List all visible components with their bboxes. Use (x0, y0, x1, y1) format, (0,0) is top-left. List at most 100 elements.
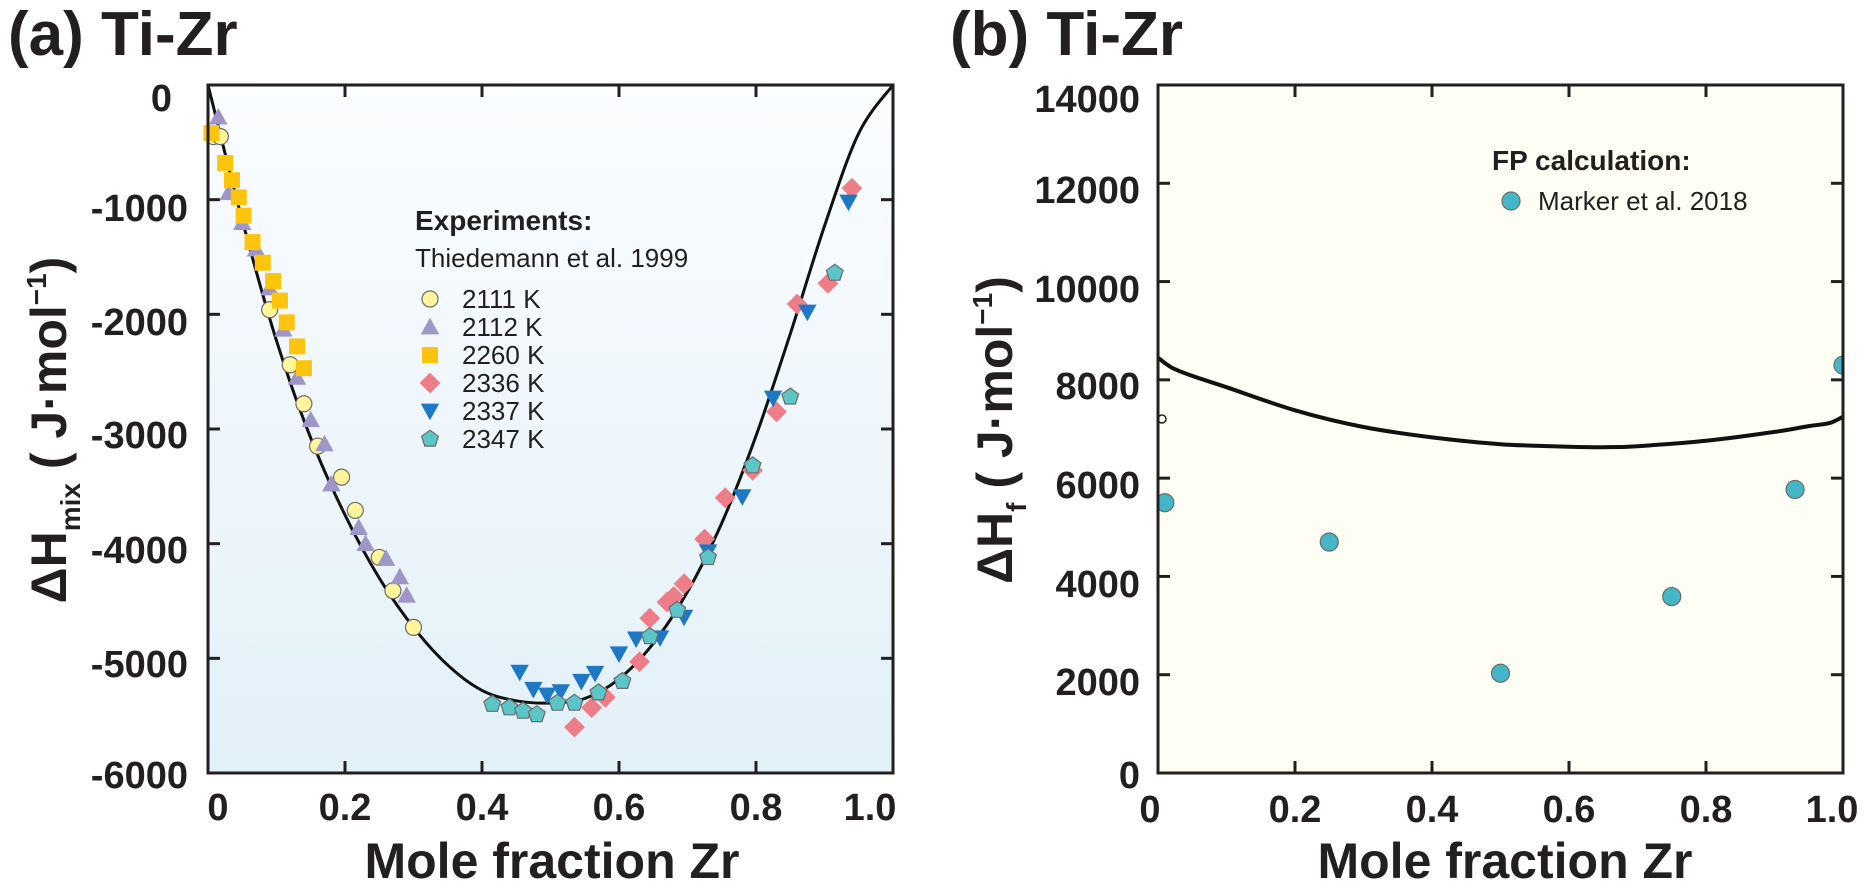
data-point (235, 207, 252, 224)
panel-a-plot-area (208, 85, 893, 773)
panel-a-legend-subtitle: Thiedemann et al. 1999 (415, 243, 688, 273)
legend-label: Marker et al. 2018 (1538, 186, 1748, 216)
data-point (322, 474, 341, 492)
data-point (527, 704, 546, 723)
a-xtick-label: 0 (207, 787, 228, 829)
legend-marker (420, 317, 440, 335)
data-point (714, 487, 736, 509)
data-point (825, 263, 844, 281)
data-point (564, 716, 585, 738)
data-point (551, 684, 570, 701)
a-xtick-label: 0.4 (456, 787, 509, 829)
data-point (301, 410, 320, 428)
data-point (254, 254, 271, 271)
a-ytick-label: -5000 (91, 644, 188, 686)
data-point (663, 586, 685, 607)
data-point (673, 573, 695, 595)
data-point (639, 607, 661, 629)
data-point (384, 582, 402, 600)
data-point (271, 292, 288, 309)
data-point (289, 338, 306, 355)
data-point (217, 154, 234, 171)
data-point (483, 694, 502, 712)
a-xtick-label: 0.6 (593, 787, 646, 829)
data-point (1490, 663, 1511, 683)
data-point (244, 234, 261, 251)
panel-a-y-axis-title: ΔHmix ( J·mol−1) (21, 257, 86, 604)
data-point (295, 395, 313, 413)
b-xtick-label: 0.2 (1269, 789, 1322, 831)
data-point (766, 401, 787, 423)
data-point (585, 665, 605, 683)
data-point (798, 304, 817, 322)
panel-a-title: (a) Ti-Zr (8, 0, 238, 69)
legend-label: 2260 K (462, 340, 545, 370)
data-point (404, 618, 423, 636)
data-point (230, 189, 247, 206)
legend-marker (420, 429, 440, 447)
a-ytick-label: -3000 (91, 415, 188, 457)
panel-b-legend-items: Marker et al. 2018 (1501, 186, 1748, 216)
panel-a-x-axis-title: Mole fraction Zr (364, 833, 739, 887)
panel-a-legend: Experiments: Thiedemann et al. 1999 2111… (415, 205, 688, 454)
data-point (1833, 355, 1843, 375)
data-point (349, 518, 368, 535)
legend-marker (422, 347, 438, 363)
data-point (390, 567, 409, 585)
data-point (510, 664, 529, 682)
data-point (346, 501, 364, 520)
data-point (589, 683, 608, 701)
panel-b-data-points (1158, 355, 1843, 683)
b-ytick-label: 2000 (1055, 662, 1140, 704)
legend-label: 2336 K (462, 368, 545, 398)
panel-a-ytick-labels: 0 -1000 -2000 -3000 -4000 -5000 -6000 (91, 78, 188, 797)
panel-b-legend: FP calculation: Marker et al. 2018 (1492, 145, 1748, 216)
data-point (841, 177, 863, 199)
a-ytick-label: -1000 (91, 188, 188, 230)
panel-a: (a) Ti-Zr 0 0.2 0.4 0.6 0.8 1.0 0 -1000 (8, 0, 896, 887)
b-ytick-label: 12000 (1034, 170, 1140, 212)
data-point (781, 387, 800, 405)
panel-b-frame (1156, 83, 1845, 775)
b-xtick-label: 0.8 (1680, 789, 1733, 831)
a-ytick-label: -6000 (91, 755, 188, 797)
data-point (626, 631, 646, 649)
data-point (629, 651, 650, 673)
data-point (609, 646, 629, 663)
data-point (743, 456, 762, 474)
data-point (223, 172, 240, 189)
b-ytick-label: 8000 (1055, 366, 1140, 408)
data-point (572, 673, 591, 691)
panel-b-y-axis-title: ΔHf ( J·mol−1) (967, 276, 1032, 584)
panel-b-xtick-labels: 0 0.2 0.4 0.6 0.8 1.0 (1139, 789, 1858, 831)
data-point (1319, 532, 1339, 552)
panel-a-xtick-labels: 0 0.2 0.4 0.6 0.8 1.0 (207, 787, 896, 829)
panel-a-frame (206, 83, 895, 775)
a-xtick-label: 0.8 (730, 787, 783, 829)
a-xtick-label: 0.2 (319, 787, 372, 829)
data-point (295, 360, 312, 377)
legend-marker (421, 290, 439, 308)
b-xtick-label: 1.0 (1806, 789, 1859, 831)
data-point (839, 194, 858, 212)
data-point (287, 368, 307, 385)
data-point (581, 697, 602, 719)
panel-b-ytick-labels: 0 2000 4000 6000 8000 10000 12000 14000 (1034, 79, 1140, 797)
data-point (1785, 479, 1805, 500)
data-point (565, 693, 584, 711)
legend-marker (419, 372, 441, 394)
b-ytick-label: 4000 (1055, 564, 1140, 606)
data-point (613, 671, 632, 690)
a-ytick-label: -4000 (91, 530, 188, 572)
b-xtick-label: 0.4 (1406, 789, 1459, 831)
legend-label: 2337 K (462, 396, 545, 426)
data-point (1662, 586, 1682, 607)
data-point (698, 547, 718, 566)
panel-b-x-axis-title: Mole fraction Zr (1317, 833, 1692, 887)
data-point (668, 600, 687, 618)
b-xtick-label: 0.6 (1543, 789, 1596, 831)
data-point (209, 107, 228, 125)
panel-b-edge-marker (1157, 414, 1167, 424)
